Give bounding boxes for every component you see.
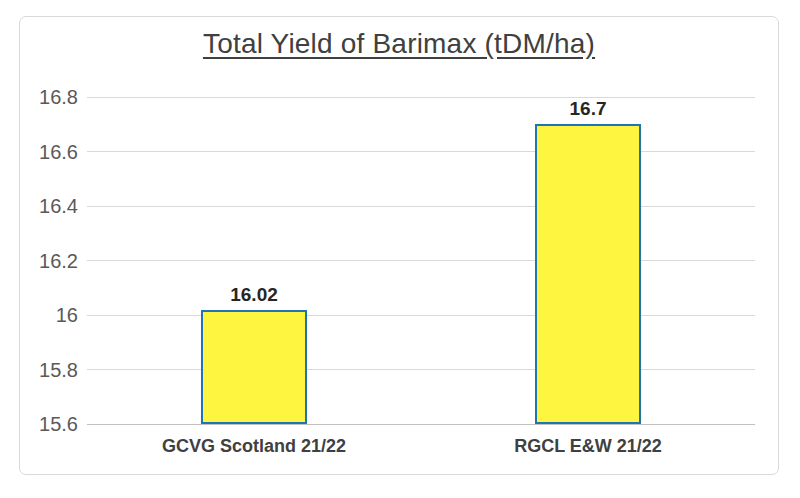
- x-axis-category-label-gcvg-scotland-21-22: GCVG Scotland 21/22: [124, 437, 384, 455]
- x-axis-category-label-rgcl-e-w-21-22: RGCL E&W 21/22: [458, 437, 718, 455]
- gridline-16.8: [87, 97, 755, 98]
- y-axis-tick-label: 15.8: [8, 360, 78, 380]
- bar-rgcl-e-w-21-22: [535, 124, 641, 424]
- y-axis-tick-label: 15.6: [8, 414, 78, 434]
- plot-area: 16.816.616.416.21615.815.616.02GCVG Scot…: [87, 97, 755, 424]
- y-axis-tick-label: 16.4: [8, 196, 78, 216]
- gridline-16.4: [87, 206, 755, 207]
- chart-frame: Total Yield of Barimax (tDM/ha) 16.816.6…: [19, 16, 779, 475]
- x-axis-line: [87, 424, 755, 425]
- chart-title: Total Yield of Barimax (tDM/ha): [20, 28, 778, 60]
- bar-data-label-rgcl-e-w-21-22: 16.7: [508, 99, 668, 118]
- y-axis-tick-label: 16.6: [8, 142, 78, 162]
- chart-canvas: Total Yield of Barimax (tDM/ha) 16.816.6…: [0, 0, 800, 498]
- bar-data-label-gcvg-scotland-21-22: 16.02: [174, 285, 334, 304]
- bar-gcvg-scotland-21-22: [201, 310, 307, 424]
- gridline-16.2: [87, 260, 755, 261]
- y-axis-tick-label: 16: [8, 305, 78, 325]
- y-axis-tick-label: 16.8: [8, 87, 78, 107]
- gridline-16.6: [87, 151, 755, 152]
- y-axis-tick-label: 16.2: [8, 251, 78, 271]
- gridline-15.8: [87, 369, 755, 370]
- gridline-16: [87, 315, 755, 316]
